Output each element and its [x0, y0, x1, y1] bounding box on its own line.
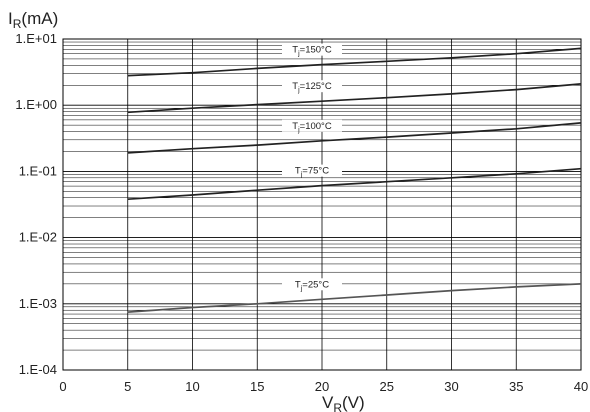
series-labels: Tj=150°C Tj=125°C Tj=100°C Tj=75°C Tj=25°C: [282, 43, 342, 292]
y-tick-label: 1.E-04: [19, 362, 57, 377]
y-tick-label: 1.E+01: [15, 31, 57, 46]
x-tick-label: 5: [124, 379, 131, 394]
series-lines: [127, 47, 582, 313]
series-label-bg: [282, 119, 342, 132]
y-tick-label: 1.E+00: [15, 97, 57, 112]
series-label-bg: [282, 164, 342, 177]
plot-frame: [62, 38, 582, 371]
series-label: Tj=150°C: [292, 45, 332, 58]
series-line: [127, 83, 582, 114]
series-label-bg: [282, 43, 342, 56]
x-tick-label: 20: [315, 379, 329, 394]
y-tick-label: 1.E-03: [19, 296, 57, 311]
x-tick-label: 25: [380, 379, 394, 394]
series-label-bg: [282, 278, 342, 291]
grid: [62, 38, 582, 371]
y-tick-label: 1.E-01: [19, 163, 57, 178]
x-tick-label: 30: [444, 379, 458, 394]
x-tick-label: 10: [185, 379, 199, 394]
x-tick-label: 40: [574, 379, 588, 394]
series-label: Tj=125°C: [292, 81, 332, 94]
series-line: [127, 167, 582, 201]
series-label: Tj=75°C: [295, 166, 329, 179]
series-label: Tj=25°C: [295, 279, 329, 292]
series-line: [127, 122, 582, 154]
x-tick-label: 0: [59, 379, 66, 394]
series-label-bg: [282, 80, 342, 93]
y-axis-title: IR(mA): [8, 9, 58, 31]
series-line: [127, 283, 582, 313]
x-tick-label: 35: [509, 379, 523, 394]
series-line: [127, 47, 582, 77]
series-label: Tj=100°C: [292, 121, 332, 134]
x-tick-label: 15: [250, 379, 264, 394]
tick-labels: 0 5 10 15 20 25 30 35 40 1.E+01 1.E+00 1.E-01 1.E-02…: [15, 31, 588, 394]
x-axis-title: VR(V): [322, 393, 365, 412]
y-tick-label: 1.E-02: [19, 230, 57, 245]
